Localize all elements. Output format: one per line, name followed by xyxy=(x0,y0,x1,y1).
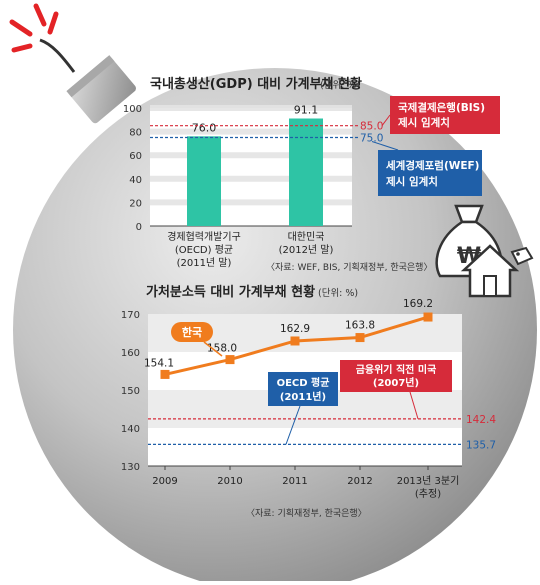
line-x-tick-label: 2011 xyxy=(282,476,307,487)
line-value-label: 169.2 xyxy=(403,298,433,310)
line-x-tick-label: 2009 xyxy=(152,476,177,487)
line-reference-value: 142.4 xyxy=(466,414,496,426)
bar-reference-value: 75.0 xyxy=(360,133,383,145)
line-value-label: 158.0 xyxy=(207,343,237,355)
us-callout-label: (2007년) xyxy=(373,376,419,389)
bar-category-label: (OECD) 평균 xyxy=(175,244,233,256)
bar-category-label: 대한민국 xyxy=(288,231,325,243)
bar-y-tick-label: 100 xyxy=(123,104,142,115)
line-y-tick-label: 160 xyxy=(121,348,140,359)
line-reference-value: 135.7 xyxy=(466,439,496,451)
line-grid-band xyxy=(148,428,462,466)
wef-callout-label: 제시 임계치 xyxy=(386,175,438,188)
bomb-cap xyxy=(66,55,136,124)
bar-reference-value: 85.0 xyxy=(360,121,383,133)
wef-callout-label: 세계경제포럼(WEF) xyxy=(386,159,480,172)
line-chart-source: 〈자료: 기획재정부, 한국은행〉 xyxy=(246,507,367,519)
bar-y-tick-label: 40 xyxy=(129,175,142,186)
bis-callout-box xyxy=(390,96,500,134)
line-x-tick-label: 2012 xyxy=(347,476,372,487)
series-name-pill xyxy=(171,322,213,342)
oecd-callout-label: OECD 평균 xyxy=(277,376,330,389)
bis-callout-connector xyxy=(381,114,391,126)
line-x-tick-sublabel: (추정) xyxy=(415,488,441,500)
bar xyxy=(289,118,323,226)
oecd-callout-box xyxy=(268,372,338,406)
spark-icon xyxy=(9,3,59,53)
bar-y-tick-label: 60 xyxy=(129,151,142,162)
bar-y-tick-label: 0 xyxy=(136,222,142,233)
line-point xyxy=(355,333,365,343)
line-value-label: 162.9 xyxy=(280,323,310,335)
line-value-label: 163.8 xyxy=(345,320,375,332)
bar-value-label: 76.0 xyxy=(192,121,217,134)
line-y-tick-label: 170 xyxy=(121,310,140,321)
line-y-tick-label: 130 xyxy=(121,462,140,473)
line-chart-unit: (단위: %) xyxy=(318,287,358,299)
line-y-tick-label: 150 xyxy=(121,386,140,397)
house-icon xyxy=(460,244,534,298)
oecd-callout-connector xyxy=(285,405,301,445)
line-point xyxy=(423,312,433,322)
line-value-label: 154.1 xyxy=(144,357,174,369)
gdp-bar-chart: 국내총생산(GDP) 대비 가계부채 현황(단위: %) 0 20 40 60 80 100… xyxy=(123,76,500,273)
line-point xyxy=(225,355,235,365)
wef-callout-box xyxy=(378,150,482,196)
bis-callout-label: 제시 임계치 xyxy=(398,116,450,129)
bar-category-label: 경제협력개발기구 xyxy=(167,230,241,243)
bar-category-label: (2012년 말) xyxy=(279,244,334,256)
bar-value-label: 91.1 xyxy=(294,104,319,117)
series-name-connector xyxy=(203,341,223,357)
oecd-callout-label: (2011년) xyxy=(280,390,326,403)
line-point xyxy=(160,369,170,379)
income-line-chart: 가처분소득 대비 가계부채 현황 (단위: %) 130 140 150 160 170 20… xyxy=(121,284,496,519)
bar-y-tick-label: 80 xyxy=(129,128,142,139)
bar-chart-title: 국내총생산(GDP) 대비 가계부채 현황 xyxy=(150,76,362,92)
series-name-label: 한국 xyxy=(182,325,202,339)
line-x-tick-label: 2013년 3분기 xyxy=(397,475,460,487)
line-chart-title: 가처분소득 대비 가계부채 현황 xyxy=(146,284,315,300)
us-callout-label: 금융위기 직전 미국 xyxy=(356,363,437,376)
line-x-tick-label: 2010 xyxy=(217,476,242,487)
line-point xyxy=(290,336,300,346)
bar-y-tick-label: 20 xyxy=(129,198,142,209)
us-callout-box xyxy=(340,360,452,392)
bar-category-label: (2011년 말) xyxy=(177,257,232,269)
bis-callout-label: 국제결제은행(BIS) xyxy=(398,101,485,114)
bar-chart-unit: (단위: %) xyxy=(320,79,360,91)
line-y-tick-label: 140 xyxy=(121,424,140,435)
wef-callout-connector xyxy=(371,141,399,151)
fuse xyxy=(39,38,76,73)
us-callout-connector xyxy=(409,391,419,420)
bar-chart-source: 〈자료: WEF, BIS, 기획재정부, 한국은행〉 xyxy=(266,261,432,273)
bar xyxy=(187,136,221,226)
